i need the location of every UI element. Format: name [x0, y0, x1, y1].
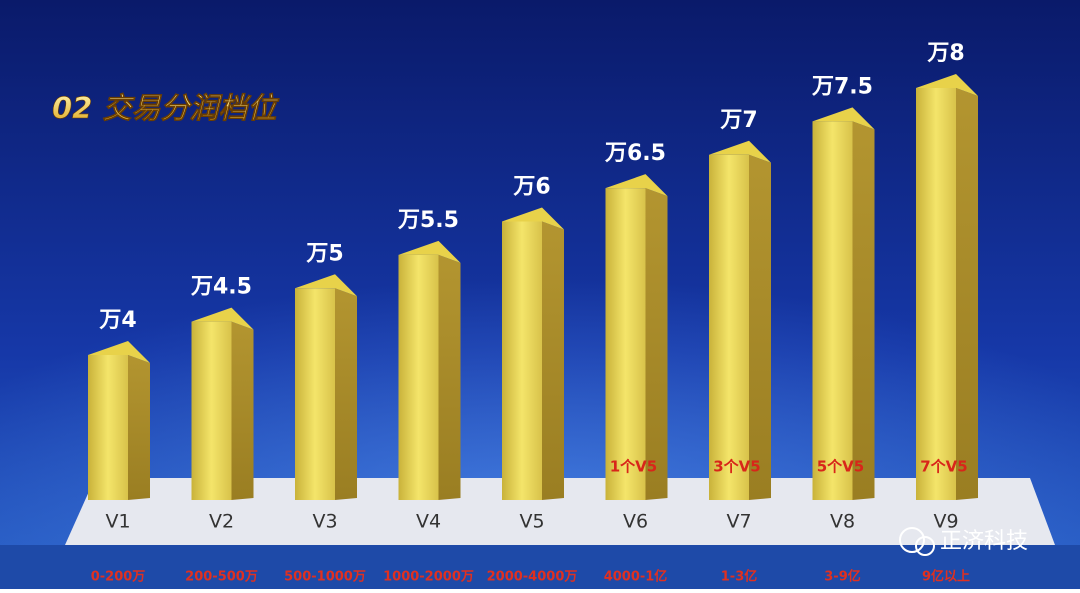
x-tick-label: V6 — [623, 511, 648, 533]
bar-top — [502, 207, 564, 230]
bar — [295, 288, 335, 500]
value-label: 万7.5 — [811, 74, 873, 99]
bar — [398, 254, 439, 500]
range-label: 200-500万 — [185, 570, 258, 585]
bar-side — [645, 188, 668, 500]
value-label: 万5.5 — [397, 208, 459, 233]
value-label: 万6.5 — [604, 141, 666, 166]
value-label: 万8 — [926, 41, 964, 66]
bar-side — [542, 221, 564, 500]
wechat-icon — [899, 527, 925, 553]
requirement-label: 1个V5 — [610, 458, 657, 476]
range-label: 3-9亿 — [824, 569, 861, 585]
bar-top — [398, 240, 461, 263]
bar — [709, 154, 749, 500]
watermark-text: 正济科技 — [940, 529, 1028, 554]
x-tick-label: V4 — [416, 511, 441, 533]
value-label: 万5 — [305, 241, 343, 266]
range-label: 0-200万 — [91, 570, 146, 585]
x-tick-label: V3 — [312, 511, 337, 533]
bar-top — [191, 307, 254, 330]
range-label: 2000-4000万 — [487, 570, 578, 585]
bar-top — [709, 140, 771, 163]
watermark: 正济科技 — [899, 527, 1028, 556]
bar-top — [812, 107, 875, 130]
bar-top — [88, 341, 150, 363]
bar-side — [852, 121, 875, 500]
bar-side — [749, 154, 771, 500]
value-label: 万6 — [512, 175, 550, 200]
range-label: 4000-1亿 — [604, 569, 668, 585]
x-tick-label: V7 — [726, 511, 751, 533]
range-label: 1-3亿 — [721, 569, 758, 585]
requirement-label: 5个V5 — [817, 458, 864, 476]
bar-top — [916, 74, 978, 96]
x-tick-label: V2 — [209, 511, 234, 533]
x-tick-label: V5 — [519, 511, 544, 533]
x-tick-label: V8 — [830, 511, 855, 533]
footer-band — [0, 545, 1080, 589]
bar-top — [295, 274, 357, 297]
bar-side — [128, 355, 150, 500]
range-label: 9亿以上 — [922, 569, 970, 585]
x-tick-label: V9 — [933, 511, 958, 533]
bar — [88, 355, 128, 500]
bar-side — [956, 88, 978, 500]
bar-side — [231, 321, 254, 500]
value-label: 万4.5 — [190, 275, 252, 300]
range-label: 1000-2000万 — [383, 570, 474, 585]
range-label: 500-1000万 — [284, 570, 366, 585]
chart-title: 02 交易分润档位 — [52, 91, 279, 125]
value-label: 万4 — [98, 308, 136, 333]
bar — [191, 321, 232, 500]
value-label: 万7 — [719, 108, 757, 133]
bar — [502, 221, 542, 500]
bar-side — [438, 254, 461, 500]
bar — [812, 121, 853, 500]
bar-side — [335, 288, 357, 500]
bar-top — [605, 174, 668, 197]
bar — [605, 188, 646, 500]
wechat-icon — [915, 536, 935, 556]
bar — [916, 88, 956, 500]
x-tick-label: V1 — [105, 511, 130, 533]
requirement-label: 7个V5 — [920, 458, 967, 476]
requirement-label: 3个V5 — [713, 458, 760, 476]
